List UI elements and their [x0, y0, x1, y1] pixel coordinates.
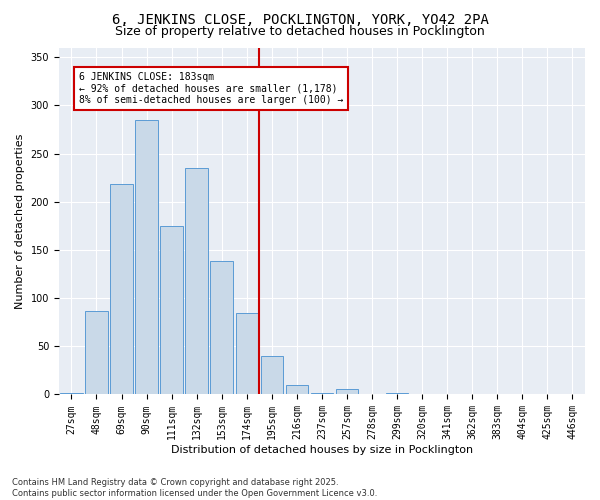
Bar — [311, 392, 333, 394]
Bar — [286, 385, 308, 394]
X-axis label: Distribution of detached houses by size in Pocklington: Distribution of detached houses by size … — [171, 445, 473, 455]
Bar — [386, 392, 409, 394]
Bar — [260, 356, 283, 395]
Bar — [110, 184, 133, 394]
Bar — [85, 310, 108, 394]
Bar — [60, 392, 83, 394]
Bar — [160, 226, 183, 394]
Bar — [336, 388, 358, 394]
Text: Size of property relative to detached houses in Pocklington: Size of property relative to detached ho… — [115, 25, 485, 38]
Bar — [211, 262, 233, 394]
Text: Contains HM Land Registry data © Crown copyright and database right 2025.
Contai: Contains HM Land Registry data © Crown c… — [12, 478, 377, 498]
Text: 6 JENKINS CLOSE: 183sqm
← 92% of detached houses are smaller (1,178)
8% of semi-: 6 JENKINS CLOSE: 183sqm ← 92% of detache… — [79, 72, 343, 105]
Y-axis label: Number of detached properties: Number of detached properties — [15, 134, 25, 308]
Bar — [185, 168, 208, 394]
Text: 6, JENKINS CLOSE, POCKLINGTON, YORK, YO42 2PA: 6, JENKINS CLOSE, POCKLINGTON, YORK, YO4… — [112, 12, 488, 26]
Bar — [236, 312, 258, 394]
Bar — [136, 120, 158, 394]
